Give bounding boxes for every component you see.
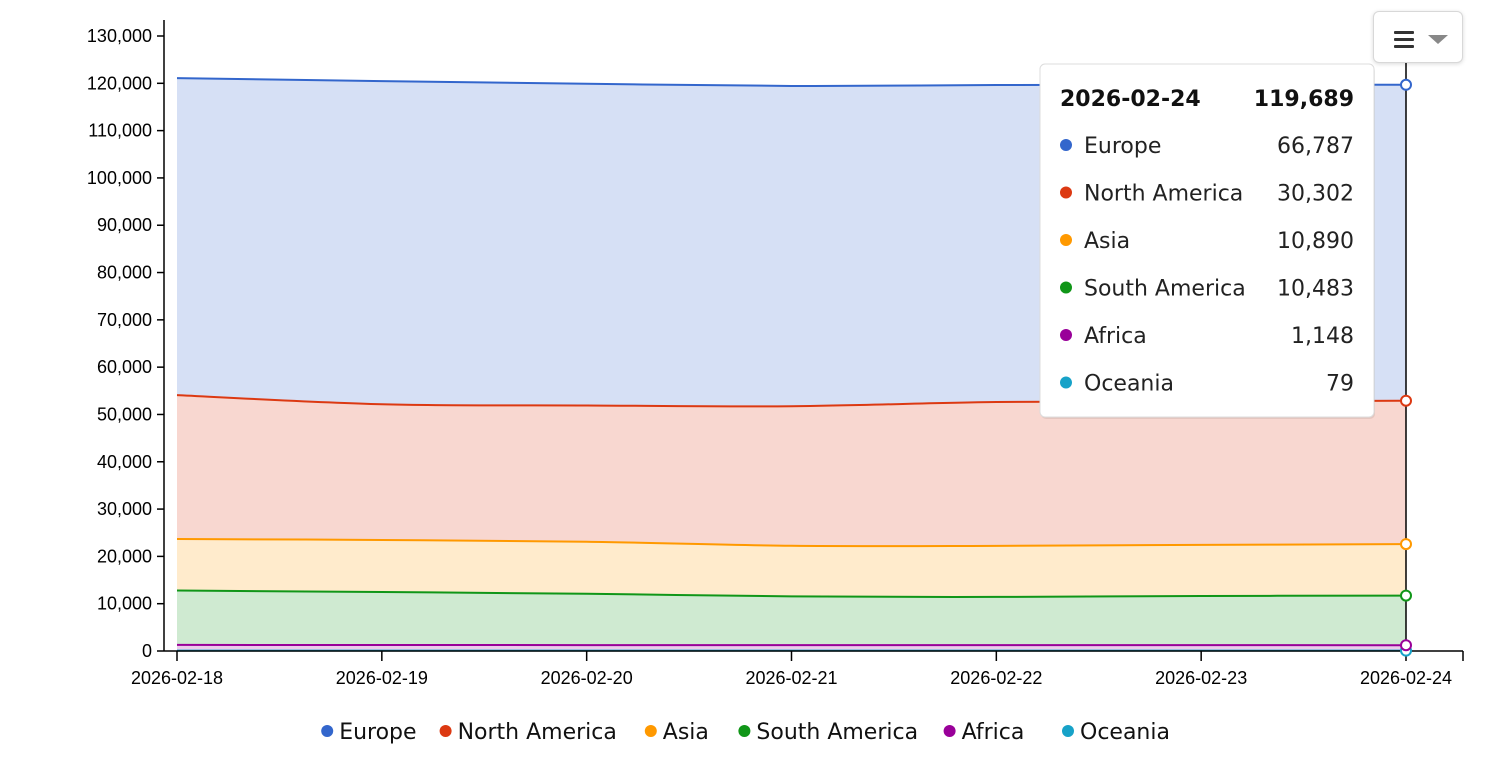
hamburger-menu-icon: [1394, 31, 1414, 47]
legend-swatch: [1062, 725, 1074, 737]
tooltip-date: 2026-02-24: [1060, 87, 1201, 112]
x-tick-label: 2026-02-21: [745, 668, 837, 688]
tooltip-series-value: 1,148: [1291, 324, 1354, 349]
marker-europe: [1401, 80, 1411, 90]
tooltip-series-name: North America: [1084, 182, 1243, 207]
tooltip-series-name: Europe: [1084, 134, 1161, 159]
tooltip-row-north-america: North America 30,302: [1060, 182, 1354, 207]
x-tick-label: 2026-02-18: [131, 668, 223, 688]
legend-item-africa[interactable]: Africa: [944, 720, 1025, 745]
marker-africa: [1401, 640, 1411, 650]
legend-item-oceania[interactable]: Oceania: [1062, 720, 1170, 745]
x-tick-label: 2026-02-20: [541, 668, 633, 688]
legend-label: South America: [756, 720, 918, 745]
chevron-down-icon: [1428, 35, 1448, 44]
legend-item-south-america[interactable]: South America: [738, 720, 918, 745]
legend-swatch: [738, 725, 750, 737]
legend-swatch: [321, 725, 333, 737]
legend-label: Europe: [339, 720, 416, 745]
x-tick-label: 2026-02-23: [1155, 668, 1247, 688]
tooltip-total: 119,689: [1254, 87, 1354, 112]
tooltip-series-name: Asia: [1084, 229, 1130, 254]
y-tick-label: 130,000: [87, 26, 152, 46]
y-tick-label: 70,000: [97, 310, 152, 330]
tooltip-series-name: Oceania: [1084, 372, 1174, 397]
y-tick-label: 50,000: [97, 404, 152, 424]
legend-label: Africa: [962, 720, 1025, 745]
tooltip-swatch: [1060, 377, 1072, 389]
tooltip-swatch: [1060, 139, 1072, 151]
tooltip-swatch: [1060, 282, 1072, 294]
tooltip-series-value: 10,483: [1277, 277, 1354, 302]
marker-asia: [1401, 539, 1411, 549]
tooltip-series-value: 10,890: [1277, 229, 1354, 254]
legend-label: Oceania: [1080, 720, 1170, 745]
y-tick-label: 100,000: [87, 168, 152, 188]
tooltip-series-value: 79: [1326, 372, 1354, 397]
y-tick-label: 120,000: [87, 73, 152, 93]
marker-north-america: [1401, 396, 1411, 406]
legend-item-asia[interactable]: Asia: [645, 720, 709, 745]
area-asia[interactable]: [177, 539, 1406, 597]
legend-item-north-america[interactable]: North America: [440, 720, 617, 745]
x-tick-label: 2026-02-24: [1360, 668, 1452, 688]
area-south-america[interactable]: [177, 591, 1406, 646]
tooltip-series-name: Africa: [1084, 324, 1147, 349]
legend-label: Asia: [663, 720, 709, 745]
tooltip-series-value: 30,302: [1277, 182, 1354, 207]
chart-menu-button[interactable]: [1373, 11, 1463, 63]
legend-swatch: [440, 725, 452, 737]
y-tick-label: 30,000: [97, 499, 152, 519]
legend-label: North America: [458, 720, 617, 745]
tooltip-series-value: 66,787: [1277, 134, 1354, 159]
y-tick-label: 60,000: [97, 357, 152, 377]
tooltip-swatch: [1060, 329, 1072, 341]
legend-swatch: [944, 725, 956, 737]
y-tick-label: 20,000: [97, 546, 152, 566]
y-tick-label: 110,000: [88, 121, 152, 141]
y-tick-label: 80,000: [97, 263, 152, 283]
legend-swatch: [645, 725, 657, 737]
x-tick-label: 2026-02-19: [336, 668, 428, 688]
tooltip-swatch: [1060, 187, 1072, 199]
y-tick-label: 40,000: [97, 452, 152, 472]
tooltip: 2026-02-24 119,689 Europe 66,787 North Ameri…: [1040, 64, 1375, 419]
x-tick-label: 2026-02-22: [950, 668, 1042, 688]
tooltip-swatch: [1060, 234, 1072, 246]
legend[interactable]: Europe North America Asia South America Afri…: [321, 720, 1170, 745]
y-tick-label: 0: [142, 641, 152, 661]
tooltip-row-south-america: South America 10,483: [1060, 277, 1354, 302]
y-tick-label: 90,000: [97, 215, 152, 235]
legend-item-europe[interactable]: Europe: [321, 720, 416, 745]
tooltip-series-name: South America: [1084, 277, 1246, 302]
y-tick-label: 10,000: [97, 594, 152, 614]
marker-south-america: [1401, 591, 1411, 601]
